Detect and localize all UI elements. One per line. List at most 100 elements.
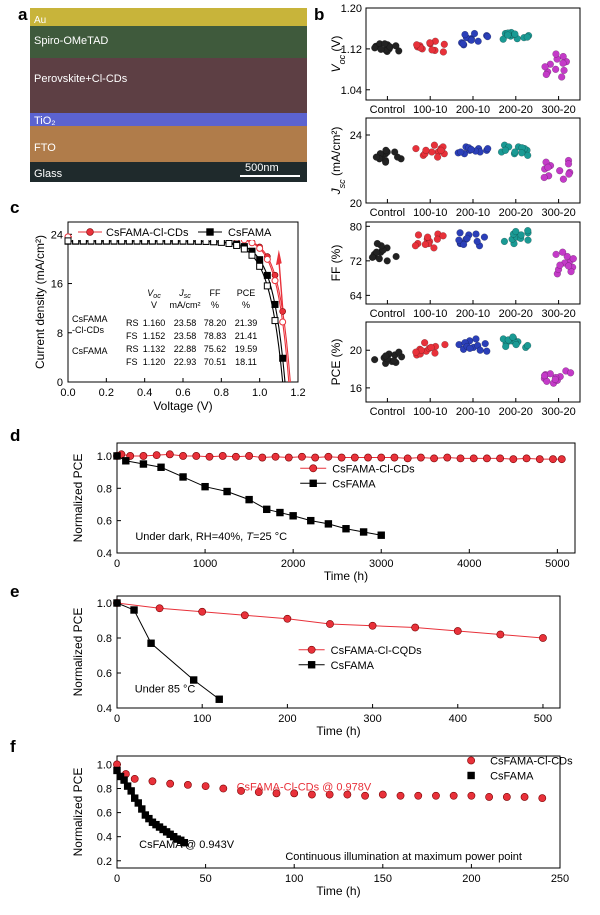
sem-layer-tio2 xyxy=(30,113,307,126)
d-point xyxy=(337,453,346,462)
c-table-cell: 75.62 xyxy=(204,344,227,354)
panel-f-plot: 0 50 100 150 200 250 0.2 0.4 0.6 0.8 1.0 Time (h) No… xyxy=(71,755,573,898)
c-table-cell: 21.39 xyxy=(235,318,258,328)
b-ytick-label: 16 xyxy=(350,383,362,395)
b-point xyxy=(499,35,507,43)
f-point xyxy=(127,787,135,795)
b-point xyxy=(483,32,492,41)
b-point xyxy=(371,355,379,364)
b-point xyxy=(372,153,381,161)
f-point xyxy=(449,791,458,800)
b-xtick-label: 200-20 xyxy=(499,104,533,116)
f-point xyxy=(166,779,175,788)
f-point xyxy=(219,784,228,793)
e-annotation: Under 85 °C xyxy=(135,683,196,695)
c-table-cell: 21.41 xyxy=(235,331,258,341)
b-point xyxy=(426,39,434,47)
b-ylabel-2: FF (%) xyxy=(329,245,343,282)
e-xtick-label: 100 xyxy=(193,713,211,725)
b-xtick-label: 300-20 xyxy=(541,207,575,219)
c-table-cell: 1.120 xyxy=(143,357,166,367)
b-point xyxy=(523,33,531,41)
d-point xyxy=(245,452,254,460)
b-xtick-label: 200-10 xyxy=(456,406,490,418)
f-legend-label: CsFAMA-Cl-CDs xyxy=(490,755,573,767)
c-marker xyxy=(225,239,233,247)
b-point xyxy=(368,253,377,262)
b-point xyxy=(560,66,568,75)
b-point xyxy=(501,146,510,154)
b-point xyxy=(433,153,442,161)
e-ytick-label: 1.0 xyxy=(97,598,112,610)
c-legend-marker xyxy=(206,228,214,236)
d-point xyxy=(165,450,174,459)
b-point xyxy=(411,242,420,250)
b-point xyxy=(459,240,468,249)
sem-layer-glass xyxy=(30,162,307,182)
b-ytick-label: 24 xyxy=(350,130,362,142)
b-point xyxy=(427,343,435,352)
d-point xyxy=(245,495,253,504)
b-point xyxy=(552,50,560,58)
b-point xyxy=(440,40,448,48)
e-xtick-label: 300 xyxy=(363,713,381,725)
d-point xyxy=(342,525,350,533)
panel-b-subplot-0: 1.04 1.12 1.20 Control 100-10 200-10 200-20 300… xyxy=(341,3,581,116)
b-xtick-label: 100-10 xyxy=(413,308,447,320)
b-xtick-label: 100-10 xyxy=(413,207,447,219)
b-point xyxy=(390,356,398,365)
e-point xyxy=(155,604,164,613)
b-ytick-label: 1.12 xyxy=(341,44,362,56)
c-arrow xyxy=(278,258,284,309)
b-point xyxy=(467,36,476,44)
b-ytick-label: 80 xyxy=(350,221,362,233)
d-point xyxy=(350,453,359,462)
d-point xyxy=(201,482,209,491)
e-point xyxy=(453,627,462,635)
d-xtick-label: 5000 xyxy=(545,558,569,570)
c-table-unit: % xyxy=(242,300,250,310)
f-point xyxy=(290,789,299,798)
f-ytick-label: 0.2 xyxy=(97,856,112,868)
d-point xyxy=(377,453,386,462)
c-xtick-label: 0.0 xyxy=(60,387,75,399)
b-ytick-label: 72 xyxy=(350,256,362,268)
e-point xyxy=(326,620,334,628)
d-point xyxy=(416,453,425,462)
c-xtick-label: 0.4 xyxy=(137,387,152,399)
e-point xyxy=(215,695,223,703)
b-point xyxy=(455,236,463,244)
e-xtick-label: 500 xyxy=(534,713,552,725)
b-xtick-label: 200-20 xyxy=(499,207,533,219)
d-point xyxy=(557,455,566,464)
panel-label-b: b xyxy=(314,5,324,24)
d-xtick-label: 0 xyxy=(114,558,120,570)
b-xtick-label: 200-10 xyxy=(456,104,490,116)
b-point xyxy=(439,48,448,56)
b-point xyxy=(381,158,390,166)
b-point xyxy=(437,146,445,154)
f-point xyxy=(343,790,352,799)
d-ytick-label: 0.4 xyxy=(97,548,112,560)
panel-label-d: d xyxy=(10,426,20,445)
panel-a: a Au Spiro-OMeTAD Perovskite+Cl-CDs TiO₂… xyxy=(18,5,307,182)
d-point xyxy=(113,452,121,460)
f-point xyxy=(148,777,157,786)
b-ylabel-3: PCE (%) xyxy=(329,339,343,386)
c-marker xyxy=(64,237,72,245)
b-point xyxy=(559,52,567,61)
sem-label-spiro: Spiro-OMeTAD xyxy=(34,35,108,47)
b-point xyxy=(511,148,519,156)
c-table-header: Jsc xyxy=(178,288,191,300)
d-point xyxy=(139,460,148,468)
e-point xyxy=(411,623,420,632)
panel-b-subplot-3: 16 20 Control 100-10 200-10 200-20 300-20 xyxy=(350,321,581,418)
c-marker xyxy=(256,244,264,252)
e-point xyxy=(539,634,547,642)
e-point xyxy=(198,607,207,616)
b-xtick-label: 100-10 xyxy=(413,104,447,116)
f-legend-marker xyxy=(467,756,476,765)
d-point xyxy=(258,453,267,462)
f-series-label-1: CsFAMA @ 0.943V xyxy=(139,839,235,851)
